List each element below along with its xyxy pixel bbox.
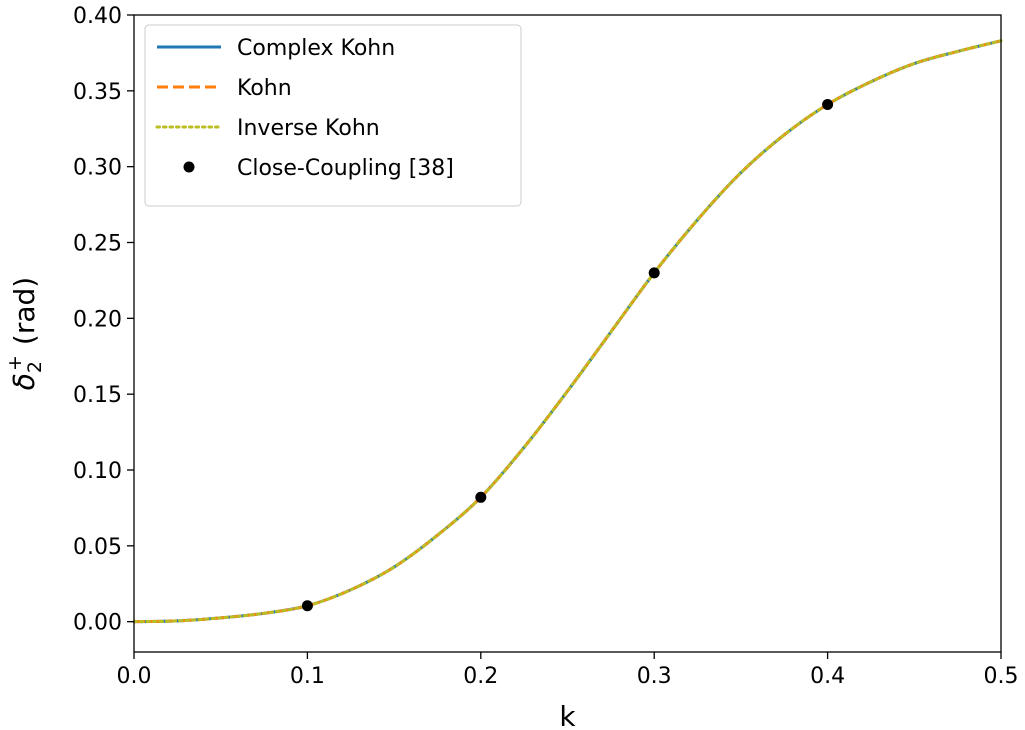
- series-line-inverse-kohn: [132, 39, 1003, 624]
- x-tick-label: 0.5: [984, 664, 1019, 689]
- legend-label-complex-kohn: Complex Kohn: [237, 36, 395, 61]
- close-coupling-point: [475, 491, 487, 503]
- y-tick-label: 0.00: [73, 611, 122, 636]
- y-tick-label: 0.10: [73, 459, 122, 484]
- y-axis-subscript: 2: [24, 361, 46, 373]
- y-tick-label: 0.35: [73, 80, 122, 105]
- y-axis-symbol: δ: [8, 373, 41, 390]
- y-tick-label: 0.05: [73, 535, 122, 560]
- x-tick-label: 0.1: [290, 664, 325, 689]
- y-tick-label: 0.25: [73, 232, 122, 257]
- close-coupling-point: [648, 267, 660, 279]
- y-tick-label: 0.30: [73, 156, 122, 181]
- plot-frame: [133, 14, 1002, 653]
- legend-label-close-coupling-38: Close-Coupling [38]: [237, 156, 454, 181]
- y-tick-label: 0.20: [73, 307, 122, 332]
- x-tick-label: 0.3: [637, 664, 672, 689]
- x-tick-label: 0.0: [117, 664, 152, 689]
- x-axis-label: k: [559, 700, 576, 730]
- legend: Complex Kohn Kohn Inverse Kohn Close-Coupli…: [144, 24, 522, 207]
- close-coupling-point: [822, 98, 834, 110]
- x-tick-label: 0.2: [463, 664, 498, 689]
- y-axis-unit: (rad): [8, 277, 41, 345]
- y-tick-label: 0.15: [73, 383, 122, 408]
- close-coupling-point: [301, 600, 313, 612]
- legend-box: [144, 24, 522, 207]
- y-tick-label: 0.40: [73, 4, 122, 29]
- x-tick-label: 0.4: [810, 664, 845, 689]
- x-axis-ticks: 0.0 0.1 0.2 0.3 0.4 0.5: [117, 652, 1019, 689]
- legend-label-inverse-kohn: Inverse Kohn: [237, 116, 380, 141]
- plot-markers: [301, 98, 834, 612]
- y-axis-superscript: +: [4, 355, 26, 371]
- legend-marker-close-coupling-38: [183, 161, 195, 173]
- y-axis-ticks: 0.00 0.05 0.10 0.15 0.20 0.25 0.30 0.35 0.40: [73, 4, 134, 636]
- plot-curves: [132, 39, 1003, 624]
- y-axis-label: δ2+ (rad): [4, 277, 46, 390]
- legend-label-kohn: Kohn: [237, 76, 292, 101]
